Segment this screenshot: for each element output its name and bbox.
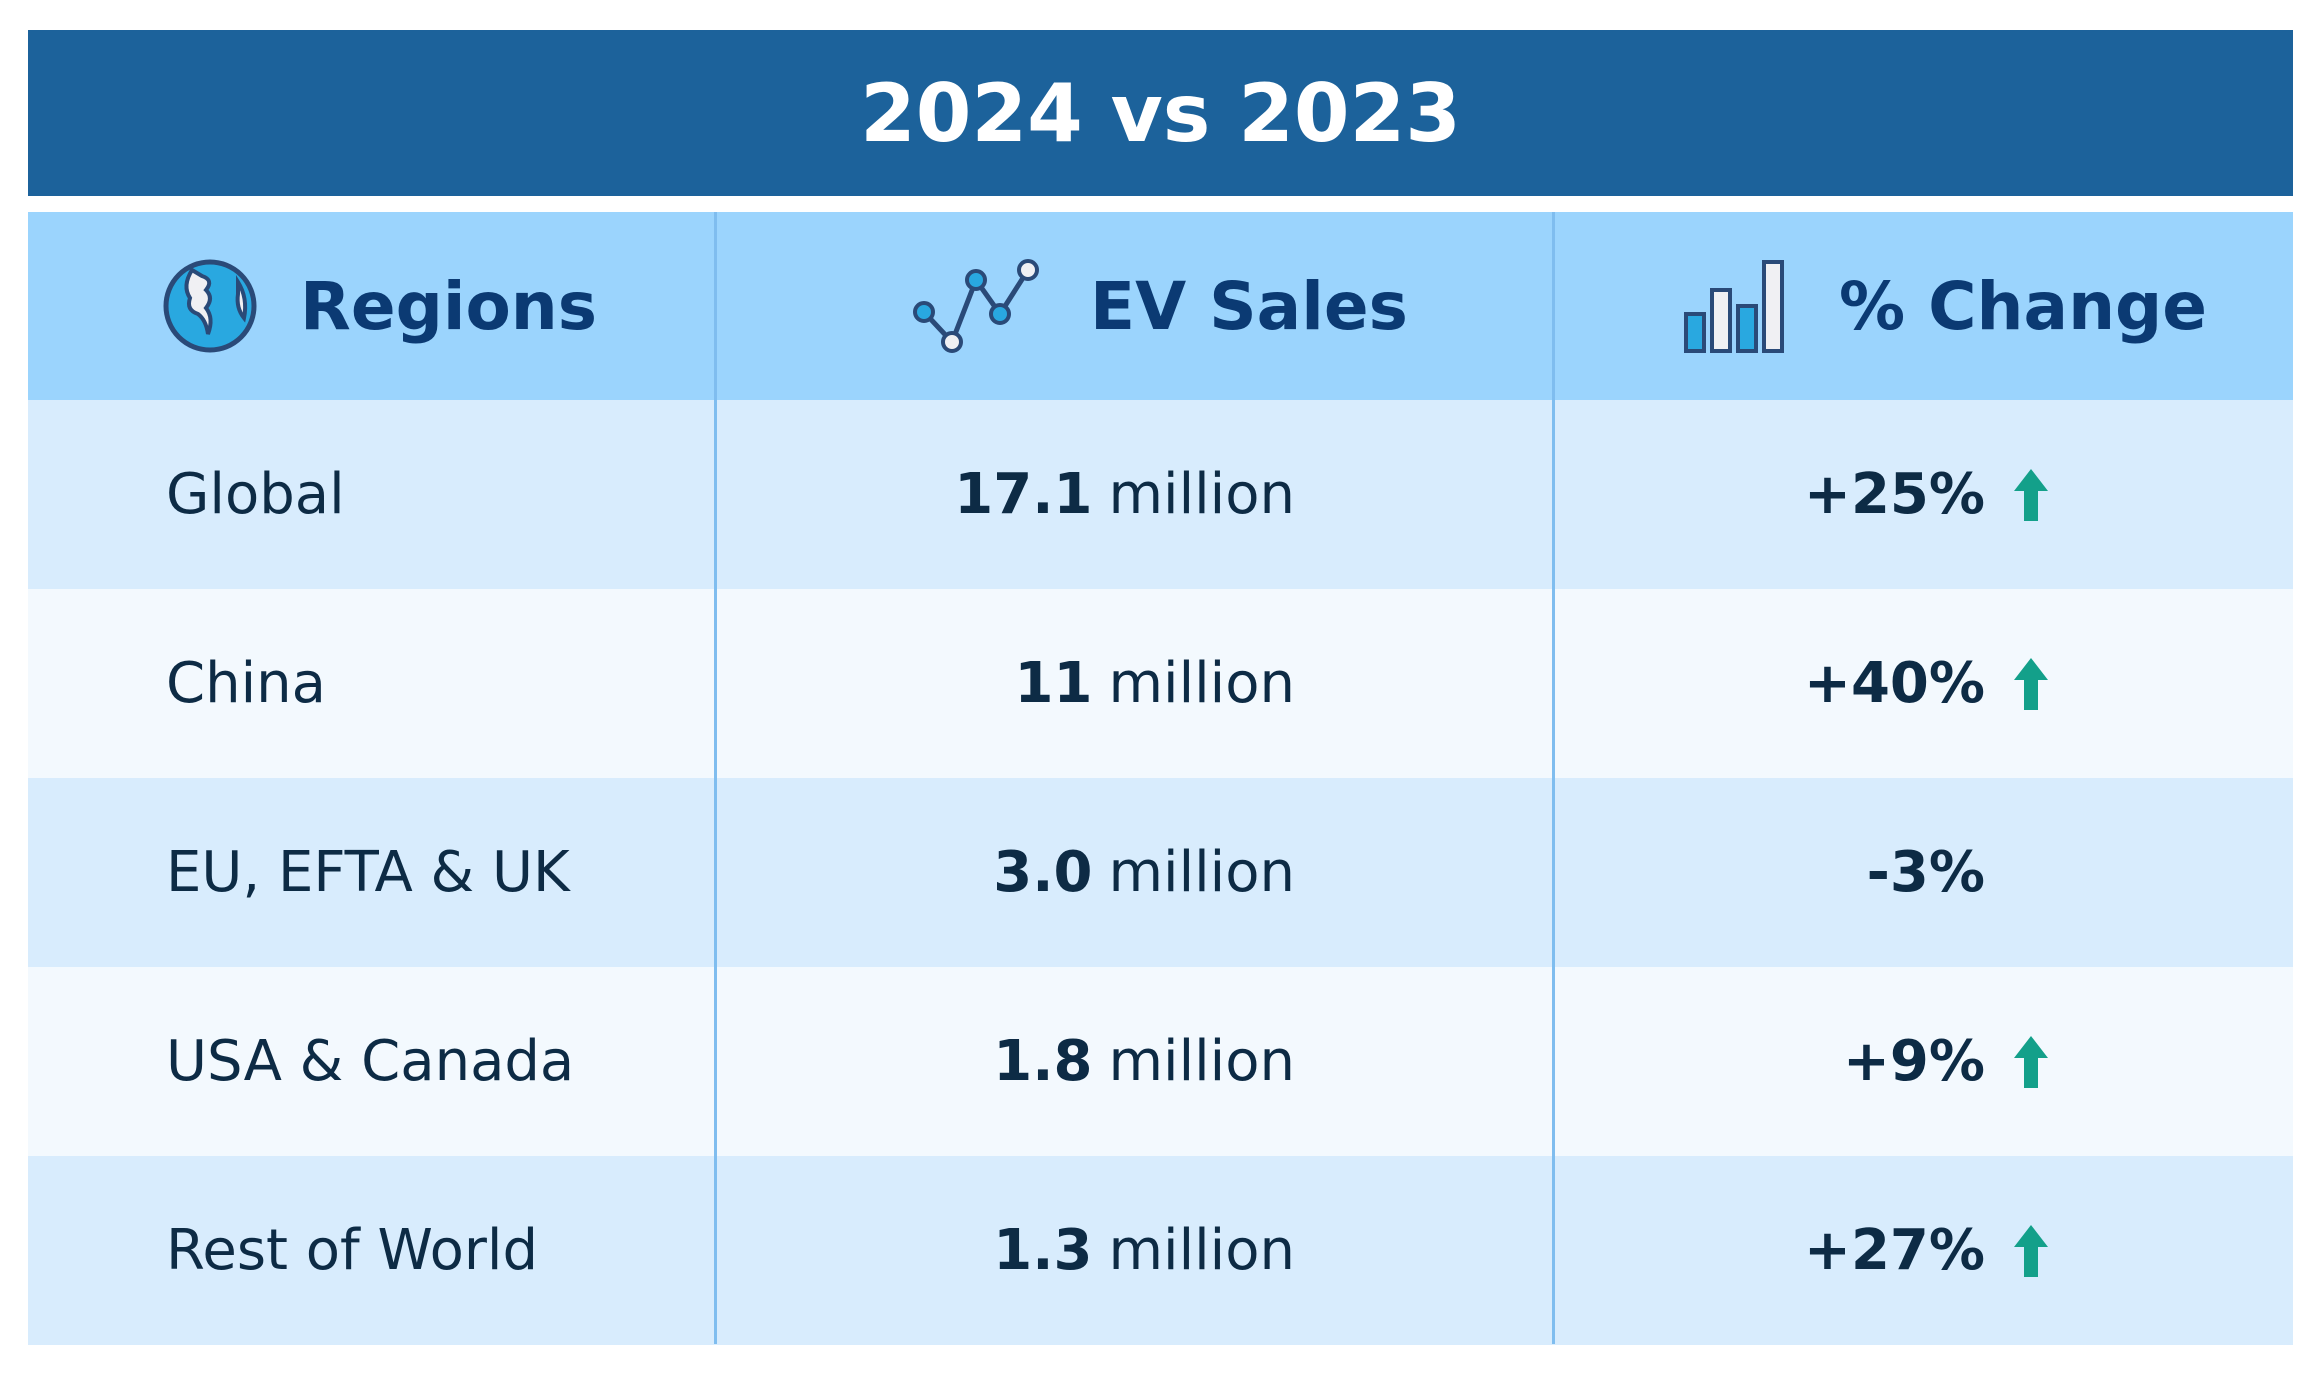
table-title: 2024 vs 2023 [28, 30, 2293, 196]
header-sales: EV Sales [912, 212, 1408, 400]
percent-change: +40% [1804, 651, 1985, 716]
ev-sales: 1.8 million [993, 967, 1295, 1156]
column-divider [714, 212, 717, 1344]
sales-unit: million [1108, 462, 1295, 527]
sales-value: 3.0 [993, 840, 1093, 905]
header-change: % Change [1683, 212, 2207, 400]
sales-unit: million [1108, 1029, 1295, 1094]
up-arrow-icon [2014, 589, 2048, 778]
up-arrow-icon [2014, 1156, 2048, 1345]
percent-change: +9% [1843, 1029, 1985, 1094]
ev-sales: 17.1 million [954, 400, 1295, 589]
header-regions: Regions [162, 212, 597, 400]
percent-change: +25% [1804, 462, 1985, 527]
table-row: China 11 million +40% [28, 589, 2293, 778]
header-sales-label: EV Sales [1090, 267, 1408, 345]
percent-change: +27% [1804, 1218, 1985, 1283]
column-divider [1552, 212, 1555, 1344]
table-row: USA & Canada 1.8 million +9% [28, 967, 2293, 1156]
globe-icon [163, 259, 257, 353]
ev-sales: 1.3 million [993, 1156, 1295, 1345]
line-chart-icon [913, 259, 1039, 353]
sales-value: 1.3 [993, 1218, 1093, 1283]
table-row: EU, EFTA & UK 3.0 million -3% [28, 778, 2293, 967]
table-header: Regions EV Sales % Change [28, 212, 2293, 400]
sales-value: 1.8 [993, 1029, 1093, 1094]
ev-sales: 3.0 million [993, 778, 1295, 967]
up-arrow-icon [2014, 400, 2048, 589]
ev-sales: 11 million [1015, 589, 1295, 778]
sales-unit: million [1108, 651, 1295, 716]
percent-change: -3% [1866, 840, 1985, 905]
region-name: Global [166, 462, 345, 527]
bar-chart-icon [1684, 260, 1784, 353]
header-change-label: % Change [1839, 267, 2208, 345]
sales-value: 11 [1014, 651, 1093, 716]
sales-unit: million [1108, 1218, 1295, 1283]
table-row: Global 17.1 million +25% [28, 400, 2293, 589]
sales-unit: million [1108, 840, 1295, 905]
region-name: China [166, 651, 326, 716]
region-name: USA & Canada [166, 1029, 575, 1094]
header-regions-label: Regions [300, 267, 598, 345]
table-row: Rest of World 1.3 million +27% [28, 1156, 2293, 1345]
region-name: EU, EFTA & UK [166, 840, 570, 905]
up-arrow-icon [2014, 967, 2048, 1156]
region-name: Rest of World [166, 1218, 539, 1283]
sales-value: 17.1 [954, 462, 1093, 527]
